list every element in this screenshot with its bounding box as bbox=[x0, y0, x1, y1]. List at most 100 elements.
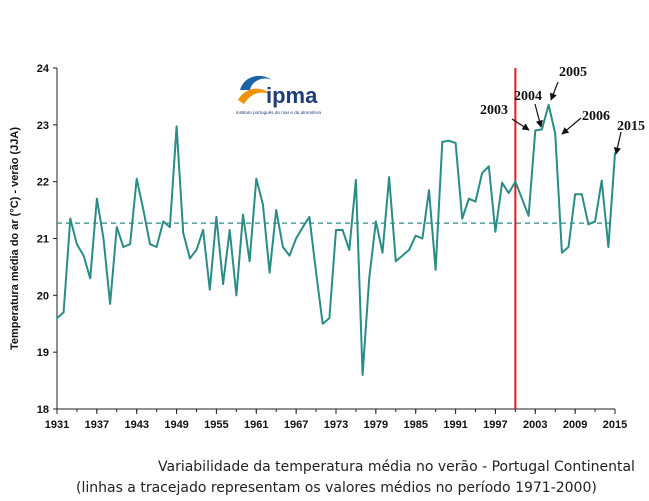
x-tick-label: 1949 bbox=[164, 419, 188, 431]
data-point bbox=[580, 193, 583, 196]
data-point bbox=[328, 317, 331, 319]
annotation-arrow-2004 bbox=[534, 103, 543, 128]
y-tick-label: 19 bbox=[37, 347, 49, 359]
x-tick-label: 1997 bbox=[483, 419, 507, 431]
data-point bbox=[255, 177, 258, 180]
x-tick-label: 1955 bbox=[204, 419, 228, 431]
y-tick-label: 23 bbox=[37, 120, 49, 132]
annotation-arrow-2005 bbox=[549, 81, 559, 101]
logo-swoosh-icon bbox=[240, 75, 272, 90]
x-tick-label: 2015 bbox=[603, 419, 627, 431]
data-point bbox=[288, 254, 291, 257]
data-point bbox=[162, 220, 165, 223]
data-point bbox=[388, 176, 391, 179]
data-point bbox=[268, 271, 271, 274]
data-point bbox=[102, 237, 105, 240]
data-point bbox=[321, 322, 324, 325]
data-point bbox=[361, 374, 364, 376]
y-tick-label: 24 bbox=[37, 63, 50, 75]
annotation-arrow-2006 bbox=[561, 117, 582, 135]
logo-subtitle: instituto português do mar e da atmosfer… bbox=[236, 110, 321, 115]
data-point bbox=[335, 229, 337, 231]
data-point bbox=[235, 294, 238, 297]
data-point bbox=[368, 277, 371, 280]
data-point bbox=[135, 177, 138, 180]
data-point bbox=[594, 220, 596, 223]
data-point bbox=[461, 217, 464, 220]
y-tick-label: 18 bbox=[37, 404, 49, 416]
logo-wordmark: ipma bbox=[266, 83, 318, 108]
annotation-label-2015: 2015 bbox=[617, 119, 645, 134]
data-point bbox=[374, 220, 377, 223]
data-point bbox=[215, 216, 218, 218]
data-point bbox=[202, 229, 205, 231]
data-point bbox=[587, 223, 590, 226]
data-point bbox=[155, 246, 158, 248]
x-tick-label: 1961 bbox=[244, 419, 268, 431]
data-point bbox=[494, 230, 497, 233]
data-point bbox=[62, 311, 65, 314]
data-point bbox=[248, 260, 251, 263]
data-point bbox=[474, 200, 477, 203]
data-point bbox=[454, 142, 457, 144]
data-point bbox=[521, 197, 523, 200]
x-tick-label: 2009 bbox=[563, 419, 587, 431]
annotation-arrow-2003 bbox=[511, 118, 530, 131]
data-point bbox=[275, 209, 278, 211]
data-point bbox=[547, 104, 550, 106]
reference-lines bbox=[57, 68, 615, 409]
data-point bbox=[428, 189, 430, 192]
data-point bbox=[95, 197, 98, 200]
data-point bbox=[541, 128, 543, 131]
data-point bbox=[82, 254, 85, 257]
data-point bbox=[69, 217, 72, 220]
data-point bbox=[381, 251, 384, 254]
data-point bbox=[394, 260, 397, 263]
data-point bbox=[534, 129, 537, 132]
data-point bbox=[414, 234, 417, 237]
data-point bbox=[448, 139, 450, 142]
data-point bbox=[355, 179, 357, 181]
chart-caption-note: (linhas a tracejado representam os valor… bbox=[76, 480, 597, 496]
annotations: 2003 2004 2005 2006 2015 bbox=[480, 65, 645, 155]
data-point bbox=[308, 216, 311, 218]
data-point bbox=[301, 226, 304, 229]
data-point bbox=[56, 317, 58, 319]
data-point bbox=[295, 237, 298, 240]
data-point bbox=[281, 246, 284, 248]
data-series bbox=[56, 103, 616, 376]
x-tick-label: 1985 bbox=[403, 419, 427, 431]
data-point bbox=[401, 254, 404, 257]
data-point bbox=[175, 125, 178, 128]
data-point bbox=[600, 179, 603, 182]
x-tick-label: 1937 bbox=[85, 419, 109, 431]
data-point bbox=[348, 248, 351, 251]
data-point bbox=[554, 132, 557, 135]
data-point bbox=[421, 237, 424, 240]
x-tick-label: 1979 bbox=[364, 419, 388, 431]
data-point bbox=[242, 213, 244, 216]
data-point bbox=[341, 229, 344, 231]
annotation-label-2005: 2005 bbox=[559, 65, 587, 80]
x-tick-label: 1943 bbox=[124, 419, 148, 431]
data-point bbox=[527, 214, 530, 217]
data-point bbox=[109, 302, 112, 305]
data-point bbox=[481, 172, 484, 175]
logo-swoosh-orange-icon bbox=[238, 88, 270, 104]
axes: 18 19 20 21 22 23 24 1931 1937 1943 1949 1955 1961 19… bbox=[9, 63, 627, 431]
annotation-label-2004: 2004 bbox=[514, 89, 542, 104]
data-point bbox=[76, 243, 78, 246]
data-point bbox=[89, 277, 92, 280]
data-point bbox=[315, 271, 317, 274]
data-point bbox=[115, 226, 118, 229]
data-point bbox=[142, 209, 145, 211]
data-point bbox=[574, 193, 577, 196]
temperature-series-line bbox=[56, 103, 616, 376]
y-axis-label: Temperatura média do ar (°C) - verão (JJ… bbox=[9, 127, 21, 350]
data-point bbox=[182, 231, 185, 234]
x-tick-label: 1967 bbox=[284, 419, 308, 431]
data-point bbox=[487, 165, 490, 168]
data-point bbox=[228, 229, 231, 231]
data-point bbox=[169, 226, 171, 229]
